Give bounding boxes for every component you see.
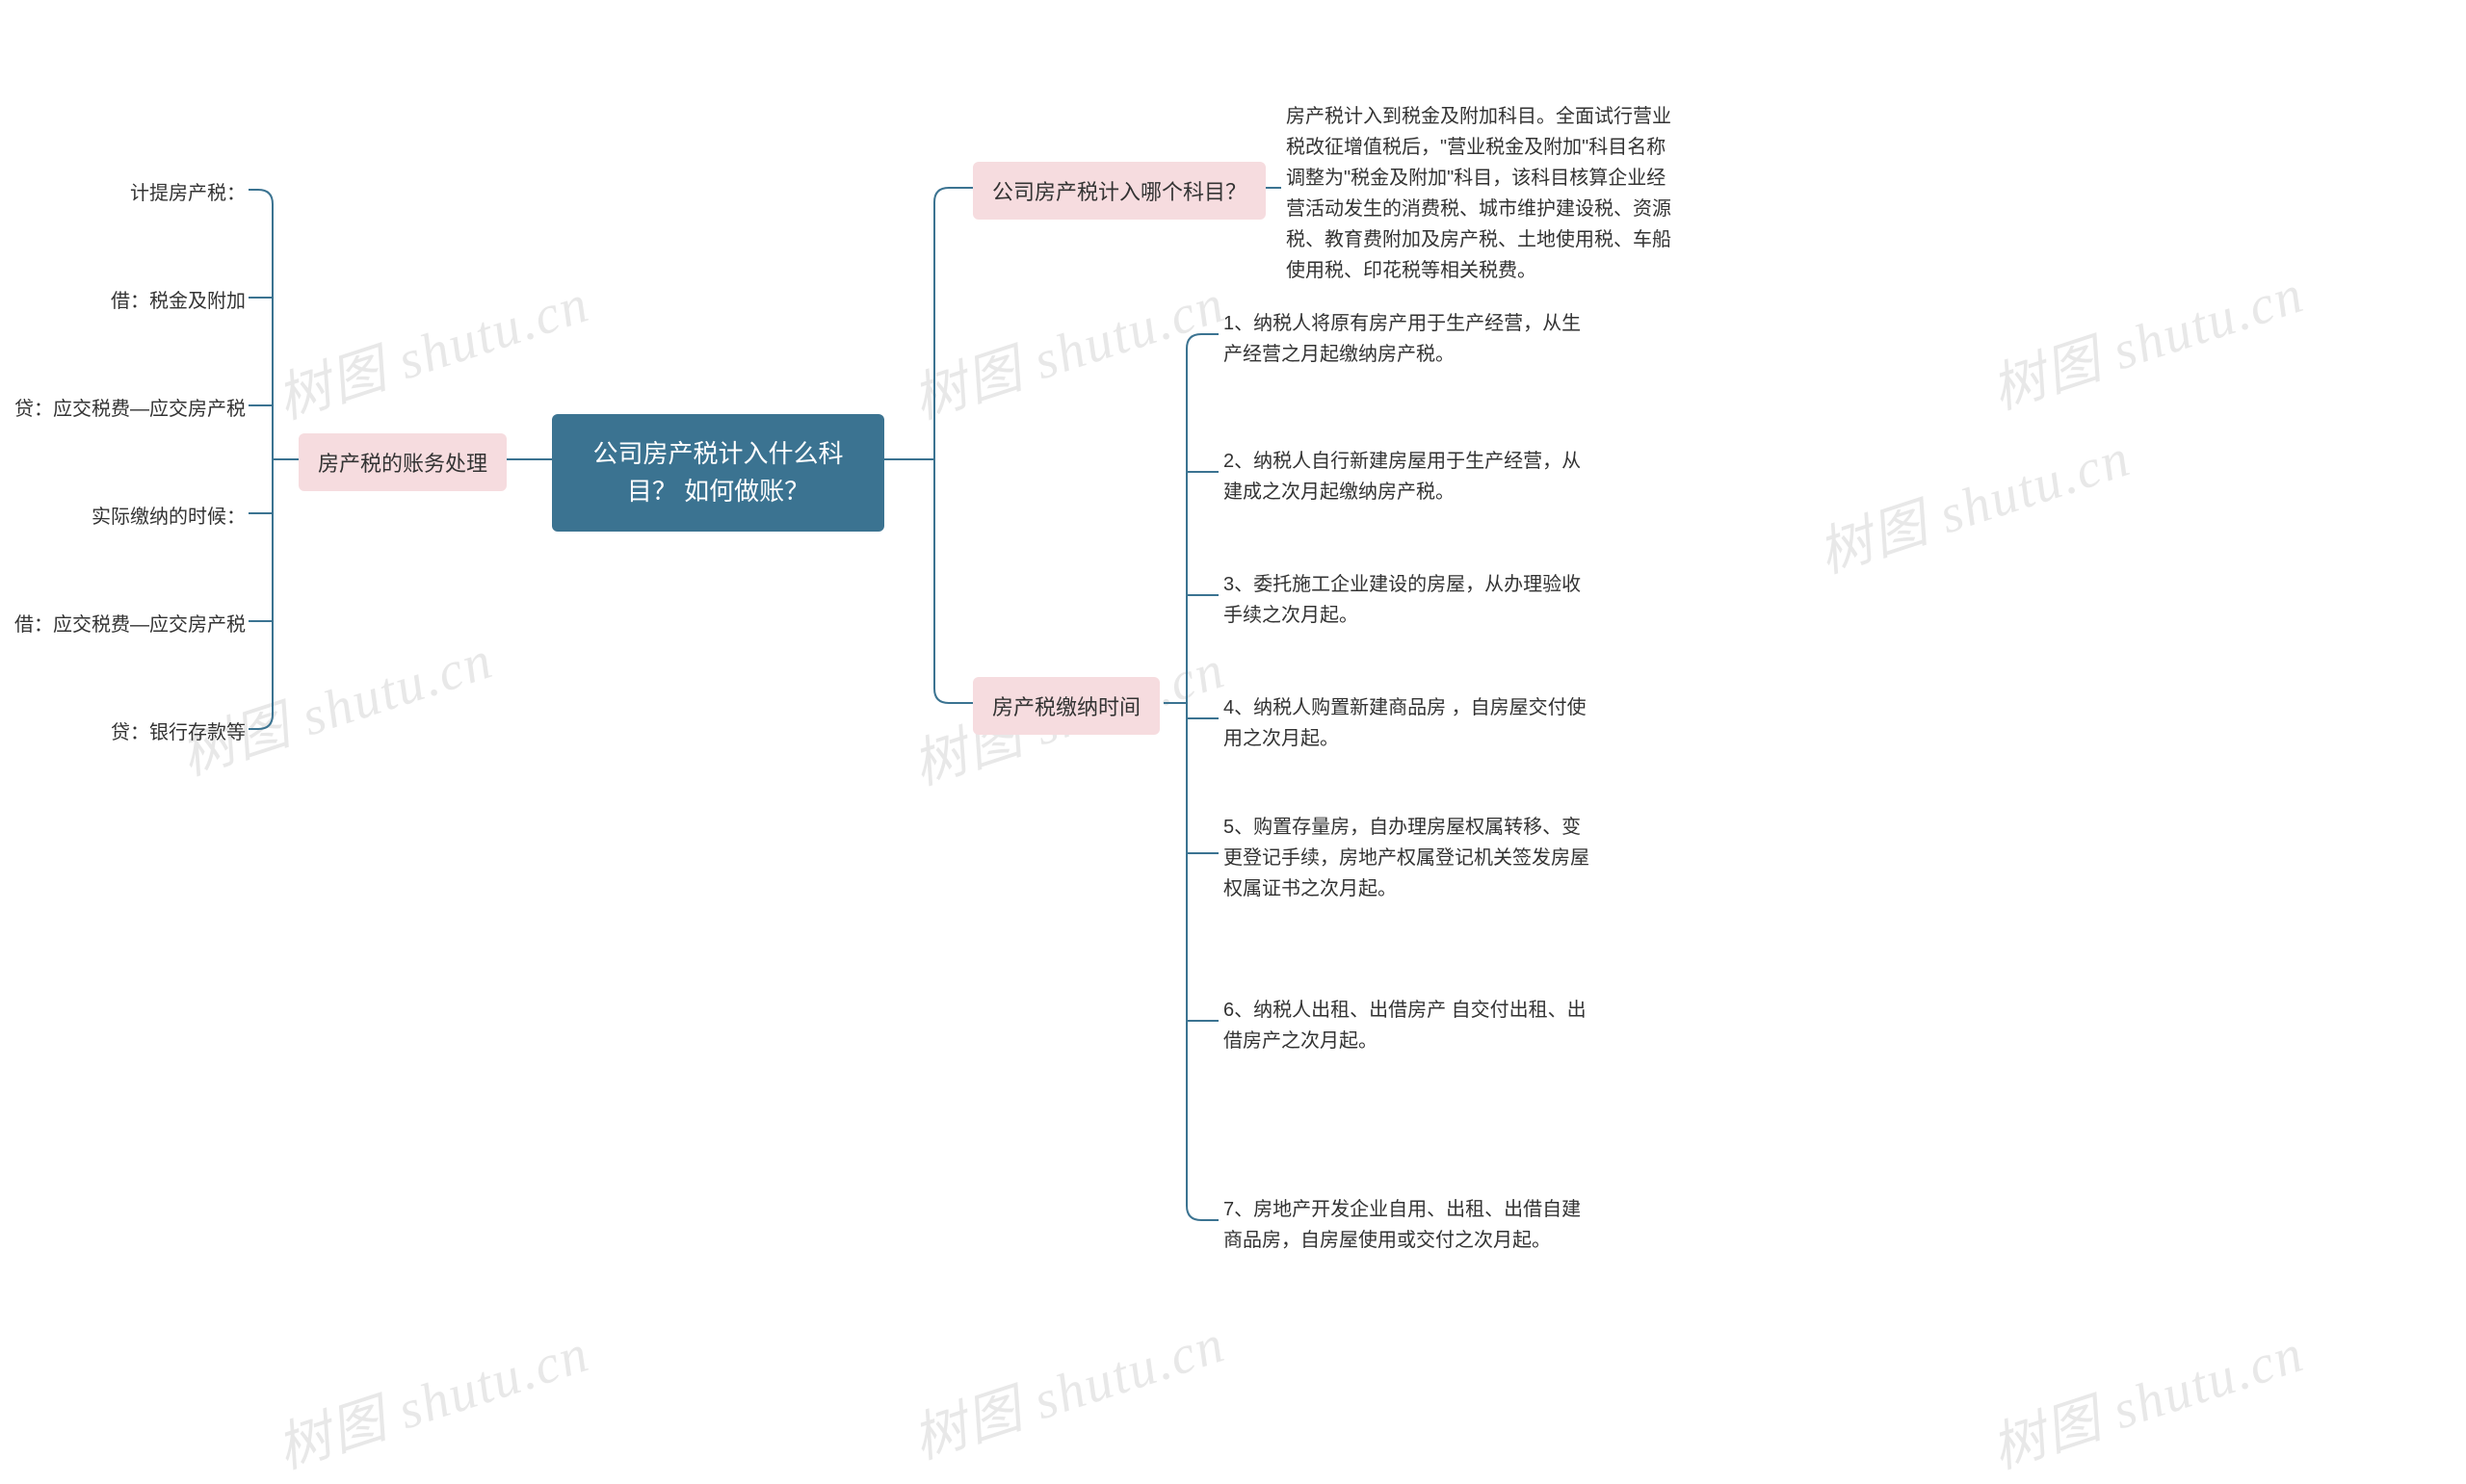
right-top-sub-label: 公司房产税计入哪个科目？ — [992, 180, 1246, 204]
right-bottom-leaf: 4、纳税人购置新建商品房 ，自房屋交付使用之次月起。 — [1223, 692, 1599, 754]
right-bottom-leaf: 3、委托施工企业建设的房屋，从办理验收手续之次月起。 — [1223, 569, 1599, 631]
left-leaf-text: 实际缴纳的时候： — [92, 507, 246, 528]
left-leaf: 借：税金及附加 — [92, 286, 246, 317]
left-leaf-text: 贷：应交税费—应交房产税 — [14, 399, 246, 420]
right-bottom-sub-label: 房产税缴纳时间 — [992, 695, 1141, 719]
left-sub-node: 房产税的账务处理 — [299, 433, 507, 491]
right-bottom-leaf-text: 4、纳税人购置新建商品房 ，自房屋交付使用之次月起。 — [1223, 697, 1587, 749]
right-bottom-leaf-text: 6、纳税人出租、出借房产 自交付出租、出借房产之次月起。 — [1223, 1000, 1587, 1052]
watermark: 树图 shutu.cn — [902, 260, 1234, 434]
watermark: 树图 shutu.cn — [170, 616, 502, 791]
right-bottom-leaf: 7、房地产开发企业自用、出租、出借自建商品房，自房屋使用或交付之次月起。 — [1223, 1194, 1599, 1256]
root-node: 公司房产税计入什么科目？ 如何做账？ — [552, 414, 884, 532]
right-top-detail-text: 房产税计入到税金及附加科目。全面试行营业税改征增值税后，"营业税金及附加"科目名… — [1286, 106, 1671, 281]
left-leaf-text: 借：应交税费—应交房产税 — [14, 614, 246, 636]
left-leaf-text: 借：税金及附加 — [111, 291, 246, 312]
watermark: 树图 shutu.cn — [1807, 414, 2139, 588]
left-leaf-text: 计提房产税： — [130, 183, 246, 204]
left-leaf: 借：应交税费—应交房产税 — [0, 610, 246, 640]
right-bottom-leaf: 2、纳税人自行新建房屋用于生产经营，从建成之次月起缴纳房产税。 — [1223, 446, 1599, 508]
right-top-sub-node: 公司房产税计入哪个科目？ — [973, 162, 1266, 220]
watermark: 树图 shutu.cn — [266, 1310, 598, 1484]
watermark: 树图 shutu.cn — [1981, 1310, 2313, 1484]
watermark: 树图 shutu.cn — [1981, 250, 2313, 425]
right-bottom-leaf-text: 5、购置存量房，自办理房屋权属转移、变更登记手续，房地产权属登记机关签发房屋权属… — [1223, 817, 1589, 899]
right-bottom-leaf: 6、纳税人出租、出借房产 自交付出租、出借房产之次月起。 — [1223, 995, 1599, 1056]
right-bottom-leaf-text: 2、纳税人自行新建房屋用于生产经营，从建成之次月起缴纳房产税。 — [1223, 451, 1581, 503]
left-leaf: 计提房产税： — [116, 178, 246, 209]
right-bottom-leaf-text: 3、委托施工企业建设的房屋，从办理验收手续之次月起。 — [1223, 574, 1581, 626]
watermark: 树图 shutu.cn — [266, 260, 598, 434]
right-bottom-leaf-text: 1、纳税人将原有房产用于生产经营，从生产经营之月起缴纳房产税。 — [1223, 313, 1581, 365]
left-leaf-text: 贷：银行存款等 — [111, 722, 246, 743]
left-leaf: 实际缴纳的时候： — [82, 502, 246, 533]
right-bottom-leaf: 5、购置存量房，自办理房屋权属转移、变更登记手续，房地产权属登记机关签发房屋权属… — [1223, 812, 1599, 904]
left-sub-label: 房产税的账务处理 — [318, 452, 487, 476]
right-bottom-leaf: 1、纳税人将原有房产用于生产经营，从生产经营之月起缴纳房产税。 — [1223, 308, 1599, 370]
left-leaf: 贷：银行存款等 — [92, 717, 246, 748]
right-bottom-leaf-text: 7、房地产开发企业自用、出租、出借自建商品房，自房屋使用或交付之次月起。 — [1223, 1199, 1581, 1251]
left-leaf: 贷：应交税费—应交房产税 — [0, 394, 246, 425]
root-title: 公司房产税计入什么科目？ 如何做账？ — [592, 439, 843, 506]
watermark: 树图 shutu.cn — [902, 1300, 1234, 1474]
right-bottom-sub-node: 房产税缴纳时间 — [973, 677, 1160, 735]
right-top-detail: 房产税计入到税金及附加科目。全面试行营业税改征增值税后，"营业税金及附加"科目名… — [1286, 101, 1671, 286]
